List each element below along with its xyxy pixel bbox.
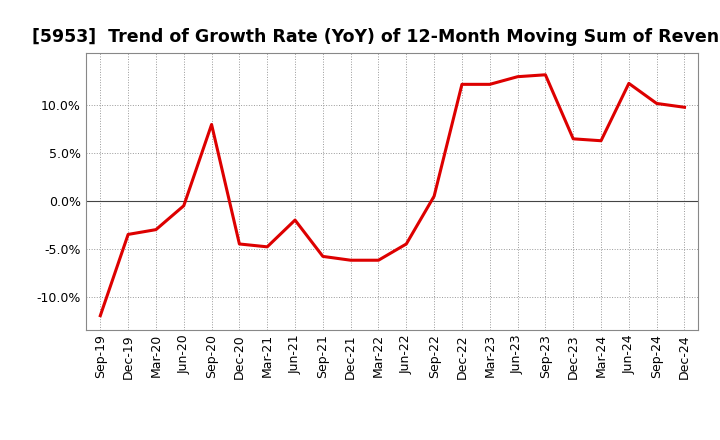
Title: [5953]  Trend of Growth Rate (YoY) of 12-Month Moving Sum of Revenues: [5953] Trend of Growth Rate (YoY) of 12-… [32,28,720,46]
